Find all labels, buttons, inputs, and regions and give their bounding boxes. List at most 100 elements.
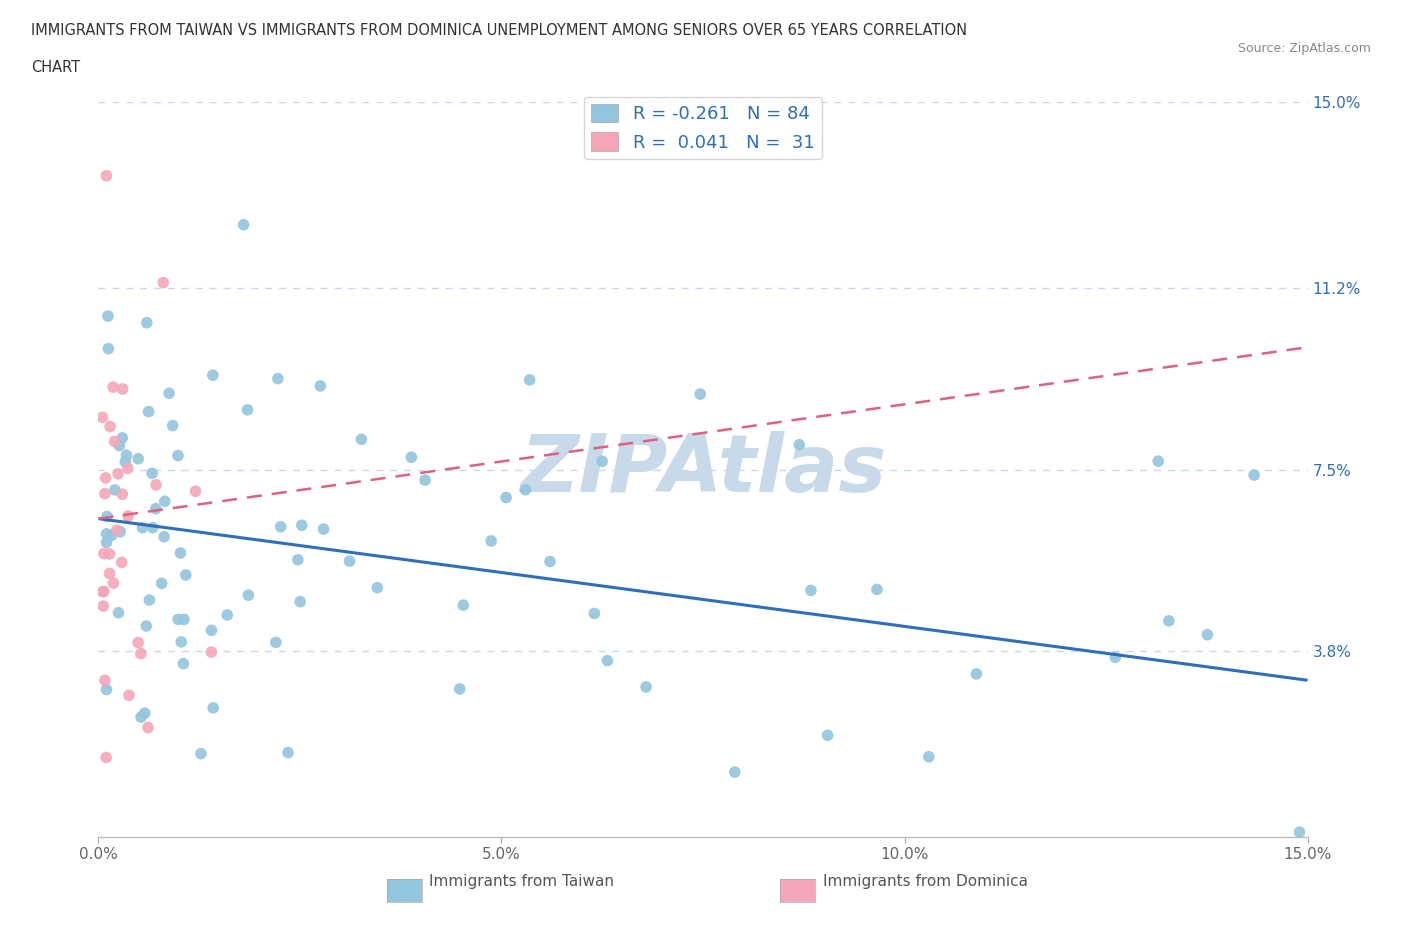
Point: [162, 418, 184, 433]
Point: [152, 275, 174, 290]
Point: [93, 546, 115, 561]
Point: [107, 466, 129, 481]
Point: [264, 635, 287, 650]
Point: [100, 528, 122, 543]
Point: [170, 634, 193, 649]
Point: [277, 745, 299, 760]
Point: [98, 419, 121, 434]
Point: [200, 644, 222, 659]
Point: [135, 315, 157, 330]
Point: [267, 371, 290, 386]
Point: [339, 553, 361, 568]
Point: [918, 750, 941, 764]
Text: ZIPAtlas: ZIPAtlas: [520, 431, 886, 509]
Point: [366, 580, 388, 595]
Point: [1197, 628, 1219, 643]
Point: [236, 403, 259, 418]
Point: [135, 618, 157, 633]
Point: [111, 431, 134, 445]
Point: [169, 546, 191, 561]
Point: [153, 494, 176, 509]
Point: [591, 454, 613, 469]
Point: [107, 605, 129, 620]
Point: [96, 682, 118, 697]
Point: [134, 706, 156, 721]
Point: [689, 387, 711, 402]
Point: [238, 588, 260, 603]
Point: [200, 623, 222, 638]
Legend: R = -0.261   N = 84, R =  0.041   N =  31: R = -0.261 N = 84, R = 0.041 N = 31: [583, 97, 823, 159]
Text: Immigrants from Dominica: Immigrants from Dominica: [823, 874, 1028, 889]
Point: [184, 484, 207, 498]
Point: [91, 599, 114, 614]
Point: [94, 471, 117, 485]
Point: [94, 673, 117, 688]
Point: [350, 432, 373, 446]
Point: [172, 657, 194, 671]
Point: [312, 522, 335, 537]
Text: CHART: CHART: [31, 60, 80, 75]
Point: [127, 635, 149, 650]
Point: [201, 367, 224, 382]
Point: [97, 309, 120, 324]
Point: [103, 576, 125, 591]
Point: [596, 653, 619, 668]
Point: [118, 688, 141, 703]
Point: [108, 525, 131, 539]
Point: [636, 680, 658, 695]
Point: [111, 555, 134, 570]
Point: [479, 534, 502, 549]
Point: [515, 483, 537, 498]
Point: [91, 410, 114, 425]
Point: [174, 567, 197, 582]
Point: [117, 509, 139, 524]
Point: [136, 720, 159, 735]
Point: [1243, 468, 1265, 483]
Point: [101, 379, 124, 394]
Point: [97, 341, 120, 356]
Text: IMMIGRANTS FROM TAIWAN VS IMMIGRANTS FROM DOMINICA UNEMPLOYMENT AMONG SENIORS OV: IMMIGRANTS FROM TAIWAN VS IMMIGRANTS FRO…: [31, 23, 967, 38]
Point: [93, 584, 115, 599]
Point: [538, 554, 561, 569]
Point: [1157, 614, 1180, 629]
Point: [108, 438, 131, 453]
Point: [167, 612, 190, 627]
Point: [583, 606, 606, 621]
Point: [131, 520, 153, 535]
Point: [145, 501, 167, 516]
Point: [103, 434, 125, 449]
Point: [117, 461, 139, 476]
Point: [866, 582, 889, 597]
Point: [129, 646, 152, 661]
Point: [817, 728, 839, 743]
Point: [787, 437, 810, 452]
Point: [1147, 454, 1170, 469]
Point: [232, 218, 254, 232]
Point: [111, 486, 134, 501]
Point: [202, 700, 225, 715]
Point: [96, 526, 118, 541]
Point: [453, 598, 475, 613]
Text: Source: ZipAtlas.com: Source: ZipAtlas.com: [1237, 42, 1371, 55]
Point: [150, 576, 173, 591]
Point: [114, 455, 136, 470]
Point: [153, 529, 176, 544]
Point: [94, 486, 117, 501]
Point: [1104, 650, 1126, 665]
Point: [96, 168, 118, 183]
Point: [800, 583, 823, 598]
Point: [115, 448, 138, 463]
Text: Immigrants from Taiwan: Immigrants from Taiwan: [429, 874, 614, 889]
Point: [167, 448, 190, 463]
Point: [287, 552, 309, 567]
Point: [111, 381, 134, 396]
Point: [96, 509, 118, 524]
Point: [138, 405, 160, 419]
Point: [142, 520, 165, 535]
Point: [270, 519, 292, 534]
Point: [291, 518, 314, 533]
Point: [91, 584, 114, 599]
Point: [309, 379, 332, 393]
Point: [724, 764, 747, 779]
Point: [1288, 825, 1310, 840]
